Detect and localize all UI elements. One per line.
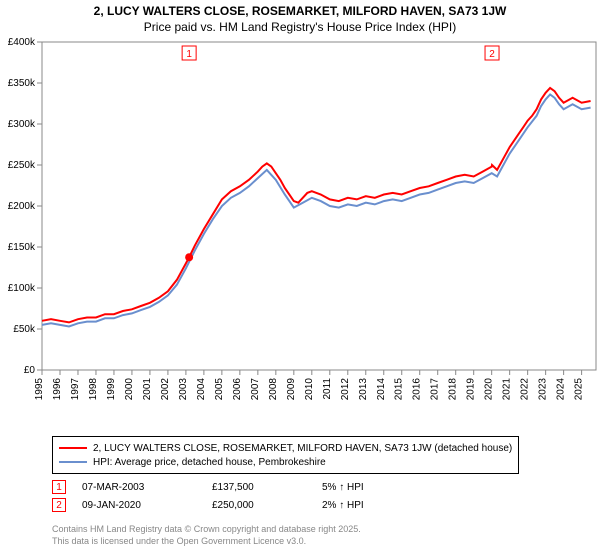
x-tick-label: 2025 xyxy=(574,378,585,401)
footer-line2: This data is licensed under the Open Gov… xyxy=(52,536,361,548)
x-tick-label: 2016 xyxy=(412,378,423,401)
x-tick-label: 2009 xyxy=(286,378,297,401)
x-tick-label: 2004 xyxy=(196,378,207,401)
legend-box: 2, LUCY WALTERS CLOSE, ROSEMARKET, MILFO… xyxy=(52,436,519,474)
y-tick-label: £0 xyxy=(24,365,36,376)
x-tick-label: 2014 xyxy=(376,378,387,401)
y-tick-label: £50k xyxy=(13,324,36,335)
x-tick-label: 2006 xyxy=(232,378,243,401)
x-tick-label: 2010 xyxy=(304,378,315,401)
x-tick-label: 1995 xyxy=(34,378,45,401)
footer-attribution: Contains HM Land Registry data © Crown c… xyxy=(52,524,361,547)
event-marker: 1 xyxy=(182,46,196,60)
note-date: 07-MAR-2003 xyxy=(82,482,212,493)
legend-swatch xyxy=(59,447,87,449)
x-tick-label: 2018 xyxy=(448,378,459,401)
x-tick-label: 2015 xyxy=(394,378,405,401)
x-tick-label: 2011 xyxy=(322,378,333,400)
x-tick-label: 1998 xyxy=(88,378,99,401)
note-delta: 2% ↑ HPI xyxy=(322,500,422,511)
line-chart: £0 £50k £100k £150k £200k £250k £300k £350k £400… xyxy=(0,0,600,420)
x-tick-label: 1999 xyxy=(106,378,117,401)
sale-marker-dot xyxy=(185,253,193,261)
note-marker-box: 2 xyxy=(52,498,66,512)
x-tick-label: 2007 xyxy=(250,378,261,401)
note-price: £250,000 xyxy=(212,500,322,511)
note-row: 2 09-JAN-2020£250,0002% ↑ HPI xyxy=(52,496,422,514)
x-tick-label: 2022 xyxy=(520,378,531,401)
legend-row: HPI: Average price, detached house, Pemb… xyxy=(59,455,512,469)
y-tick-label: £150k xyxy=(8,242,36,253)
y-tick-label: £250k xyxy=(8,160,36,171)
x-tick-label: 2001 xyxy=(142,378,153,401)
y-tick-label: £350k xyxy=(8,78,36,89)
svg-text:1: 1 xyxy=(186,49,192,60)
plot-area xyxy=(42,42,596,370)
footer-line1: Contains HM Land Registry data © Crown c… xyxy=(52,524,361,536)
x-tick-label: 2013 xyxy=(358,378,369,401)
note-price: £137,500 xyxy=(212,482,322,493)
y-tick-label: £200k xyxy=(8,201,36,212)
x-tick-label: 2017 xyxy=(430,378,441,401)
note-row: 1 07-MAR-2003£137,5005% ↑ HPI xyxy=(52,478,422,496)
y-tick-label: £300k xyxy=(8,119,36,130)
y-tick-label: £400k xyxy=(8,37,36,48)
legend-label: HPI: Average price, detached house, Pemb… xyxy=(93,457,326,468)
x-tick-label: 2005 xyxy=(214,378,225,401)
x-tick-label: 2019 xyxy=(466,378,477,401)
x-tick-label: 2020 xyxy=(484,378,495,401)
note-date: 09-JAN-2020 xyxy=(82,500,212,511)
event-marker: 2 xyxy=(485,46,499,60)
x-tick-label: 1996 xyxy=(52,378,63,401)
x-tick-label: 2024 xyxy=(556,378,567,401)
note-marker-box: 1 xyxy=(52,480,66,494)
x-tick-label: 1997 xyxy=(70,378,81,401)
x-tick-label: 2002 xyxy=(160,378,171,401)
y-tick-label: £100k xyxy=(8,283,36,294)
sale-notes: 1 07-MAR-2003£137,5005% ↑ HPI 2 09-JAN-2020… xyxy=(52,478,422,514)
legend-label: 2, LUCY WALTERS CLOSE, ROSEMARKET, MILFO… xyxy=(93,443,512,454)
x-tick-label: 2008 xyxy=(268,378,279,401)
legend-swatch xyxy=(59,461,87,463)
x-tick-label: 2003 xyxy=(178,378,189,401)
note-delta: 5% ↑ HPI xyxy=(322,482,422,493)
legend-row: 2, LUCY WALTERS CLOSE, ROSEMARKET, MILFO… xyxy=(59,441,512,455)
chart-container: 2, LUCY WALTERS CLOSE, ROSEMARKET, MILFO… xyxy=(0,0,600,560)
x-tick-label: 2021 xyxy=(502,378,513,401)
svg-text:2: 2 xyxy=(489,49,495,60)
x-tick-label: 2023 xyxy=(538,378,549,401)
x-tick-label: 2000 xyxy=(124,378,135,401)
x-tick-label: 2012 xyxy=(340,378,351,401)
